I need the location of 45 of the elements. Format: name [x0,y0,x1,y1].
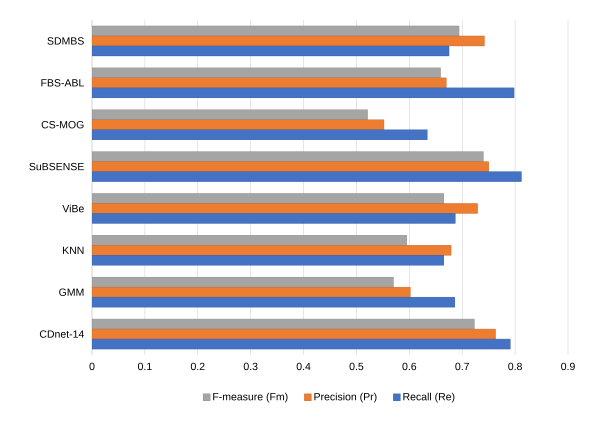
x-tick-label: 0.9 [561,362,575,370]
y-tick-label: SuBSENSE [29,162,84,170]
bar [92,88,514,98]
y-tick-label: CDnet-14 [40,330,84,338]
y-tick-label: GMM [59,288,84,296]
bar [92,26,460,36]
bar [92,129,428,140]
bar [92,235,407,246]
bar [92,119,384,130]
y-tick-label: ViBe [62,204,84,212]
bar [92,296,456,308]
bar [92,36,485,46]
bar [92,213,456,224]
bar [92,171,522,182]
bar [92,338,511,350]
legend-label: Precision (Pr) [314,392,376,402]
x-tick-label: 0.4 [296,362,311,370]
x-tick-label: 0.7 [455,362,469,370]
y-tick-label: FBS-ABL [41,79,84,87]
y-tick-label: KNN [62,246,84,254]
bar [92,161,489,172]
y-tick-label: SDMBS [47,37,84,45]
x-tick-label: 0.8 [508,362,522,370]
bar [92,203,478,214]
x-tick-label: 0.5 [350,362,364,370]
bar [92,328,496,340]
x-tick-label: 0.1 [138,362,152,370]
x-tick-label: 0.2 [190,362,205,370]
bar [92,255,444,266]
y-tick-label: CS-MOG [42,120,84,128]
bar [92,276,394,288]
bar [92,193,444,204]
bar [92,68,441,78]
legend-label: Recall (Re) [403,392,454,402]
x-tick-label: 0.6 [402,362,416,370]
bar [92,286,411,298]
legend-label: F-measure (Fm) [213,392,288,402]
bar [92,318,475,330]
x-tick-label: 0.3 [244,362,258,370]
bar [92,245,452,256]
x-tick-label: 0 [89,362,94,370]
bar [92,78,447,88]
bar [92,46,450,56]
bar [92,151,484,162]
bar [92,109,368,120]
